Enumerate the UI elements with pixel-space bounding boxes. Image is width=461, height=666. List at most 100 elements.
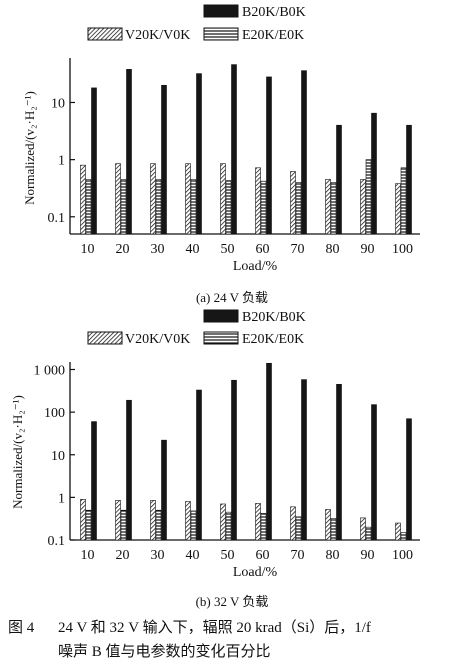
legend-a-label-e: E20K/E0K <box>242 28 304 43</box>
bar-v-10 <box>80 164 86 235</box>
bar-b-70 <box>301 379 307 541</box>
bar-b-30 <box>161 84 167 235</box>
bar-v-20 <box>115 500 121 541</box>
legend-a-swatch-b <box>203 4 239 18</box>
bar-e-30 <box>155 509 162 541</box>
y-tick-label: 0.1 <box>48 534 66 549</box>
legend-a-swatch-v <box>87 27 123 41</box>
x-axis-label-a: Load/% <box>233 259 278 274</box>
y-tick-label: 1 <box>58 154 65 169</box>
x-tick-label: 40 <box>186 242 200 257</box>
legend-b-swatch-e <box>203 331 239 345</box>
bar-v-30 <box>150 163 156 235</box>
y-tick-label: 100 <box>44 406 65 421</box>
bar-e-40 <box>190 510 197 541</box>
x-tick-label: 70 <box>291 242 305 257</box>
chart-a: B20K/B0K V20K/V0K E20K/E0K 0.1 1 10 10 20 30… <box>22 4 420 305</box>
legend-a-swatch-e <box>203 27 239 41</box>
y-ticks-a: 0.1 1 10 <box>48 96 75 226</box>
bar-b-100 <box>406 124 412 235</box>
bar-b-40 <box>196 73 202 235</box>
x-tick-label: 20 <box>116 548 130 563</box>
y-ticks-b: 0.1 1 10 100 1 000 <box>34 364 75 549</box>
y-tick-label: 0.1 <box>48 211 66 226</box>
bar-v-50 <box>220 163 226 235</box>
bar-b-40 <box>196 389 202 541</box>
x-tick-label: 60 <box>256 548 270 563</box>
x-tick-label: 70 <box>291 548 305 563</box>
bar-e-100 <box>400 167 407 235</box>
bar-b-90 <box>371 112 377 235</box>
y-tick-label: 10 <box>51 96 65 111</box>
y-tick-label: 1 <box>58 491 65 506</box>
bar-v-80 <box>325 509 331 541</box>
x-tick-label: 100 <box>392 242 413 257</box>
x-tick-label: 30 <box>151 242 165 257</box>
x-tick-label: 80 <box>326 548 340 563</box>
bar-b-20 <box>126 399 132 541</box>
chart-b: B20K/B0K V20K/V0K E20K/E0K 0.1 1 10 100 1 00… <box>10 309 420 609</box>
y-axis-label-b: Normalized/(v₂·H₂⁻¹) <box>10 395 25 509</box>
x-tick-label: 10 <box>81 242 95 257</box>
bar-e-80 <box>330 182 337 235</box>
x-ticks-b: 10 20 30 40 50 60 70 80 90 100 <box>81 548 414 563</box>
caption-a: (a) 24 V 负载 <box>196 290 268 305</box>
bar-b-70 <box>301 70 307 235</box>
bar-b-80 <box>336 383 342 541</box>
bar-b-10 <box>91 421 97 541</box>
bar-b-80 <box>336 124 342 235</box>
bar-b-50 <box>231 379 237 541</box>
caption-b: (b) 32 V 负载 <box>196 594 269 609</box>
bar-v-100 <box>395 522 401 541</box>
bar-b-50 <box>231 64 237 235</box>
bar-v-90 <box>360 517 366 541</box>
x-tick-label: 60 <box>256 242 270 257</box>
legend-a-label-v: V20K/V0K <box>125 28 190 43</box>
bar-e-80 <box>330 518 337 541</box>
legend-a: B20K/B0K V20K/V0K E20K/E0K <box>87 4 306 43</box>
legend-a-label-b: B20K/B0K <box>242 5 306 20</box>
y-axis-label-a: Normalized/(v₂·H₂⁻¹) <box>22 91 37 205</box>
x-tick-label: 90 <box>361 242 375 257</box>
bar-e-100 <box>400 532 407 541</box>
figure-caption-line1: 24 V 和 32 V 输入下，辐照 20 krad（Si）后，1/f <box>58 619 371 636</box>
figure-caption-label: 图 4 <box>8 619 35 636</box>
x-ticks-a: 10 20 30 40 50 60 70 80 90 100 <box>81 242 414 257</box>
bars-b <box>80 362 412 541</box>
bar-e-50 <box>225 180 232 235</box>
bar-v-30 <box>150 500 156 541</box>
x-tick-label: 10 <box>81 548 95 563</box>
x-tick-label: 80 <box>326 242 340 257</box>
x-tick-label: 30 <box>151 548 165 563</box>
bar-e-60 <box>260 180 267 235</box>
bar-e-70 <box>295 182 302 235</box>
bar-v-90 <box>360 179 366 235</box>
bar-e-40 <box>190 179 197 235</box>
bar-e-90 <box>365 526 372 541</box>
bar-v-70 <box>290 171 296 235</box>
bar-b-60 <box>266 362 272 541</box>
bar-b-30 <box>161 439 167 541</box>
bar-e-70 <box>295 516 302 541</box>
y-tick-label: 1 000 <box>34 364 66 379</box>
bar-b-60 <box>266 76 272 235</box>
bar-e-20 <box>120 179 127 235</box>
bar-e-60 <box>260 513 267 541</box>
bar-e-10 <box>85 509 92 541</box>
bar-b-10 <box>91 87 97 235</box>
y-tick-label: 10 <box>51 449 65 464</box>
bar-v-60 <box>255 503 261 541</box>
x-tick-label: 50 <box>221 548 235 563</box>
bar-e-90 <box>365 159 372 235</box>
bar-v-80 <box>325 179 331 235</box>
bar-b-90 <box>371 404 377 541</box>
bar-e-30 <box>155 179 162 235</box>
bar-e-50 <box>225 511 232 541</box>
bar-v-70 <box>290 506 296 541</box>
x-tick-label: 50 <box>221 242 235 257</box>
bar-e-10 <box>85 179 92 235</box>
bar-b-20 <box>126 69 132 235</box>
legend-b: B20K/B0K V20K/V0K E20K/E0K <box>87 309 306 347</box>
x-axis-label-b: Load/% <box>233 565 278 580</box>
